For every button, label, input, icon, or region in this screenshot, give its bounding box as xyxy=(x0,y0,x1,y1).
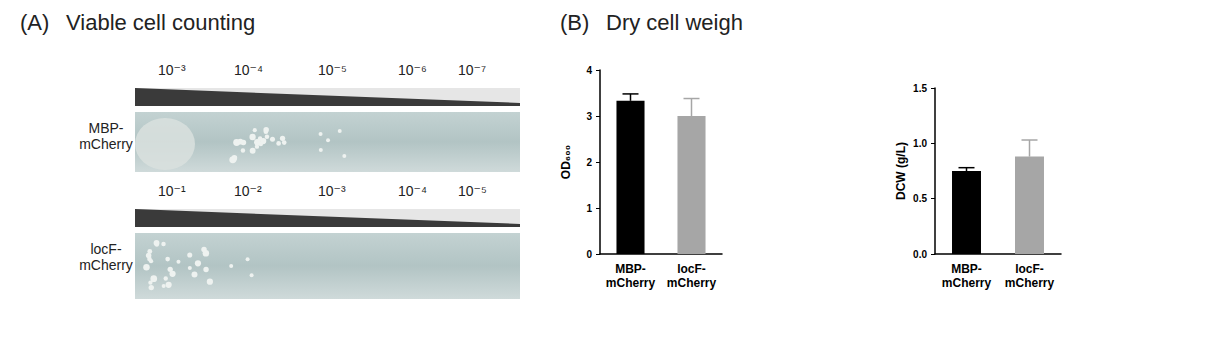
html-text:10⁻¹: 10⁻¹ xyxy=(158,183,186,199)
html-text:10⁻²: 10⁻² xyxy=(234,183,262,199)
svg-text:mCherry: mCherry xyxy=(667,276,717,290)
html-text:10⁻⁵: 10⁻⁵ xyxy=(458,183,487,199)
svg-text:1.0: 1.0 xyxy=(913,138,927,149)
html-text:10⁻⁷: 10⁻⁷ xyxy=(458,62,486,78)
svg-text:locF-: locF- xyxy=(1015,262,1044,276)
html-text:10⁻⁴: 10⁻⁴ xyxy=(234,62,263,78)
svg-text:mCherry: mCherry xyxy=(606,276,656,290)
html-text:10⁻⁵: 10⁻⁵ xyxy=(318,62,347,78)
svg-text:locF-: locF- xyxy=(677,262,706,276)
svg-text:1.5: 1.5 xyxy=(913,83,927,94)
svg-text:DCW (g/L): DCW (g/L) xyxy=(894,142,908,200)
svg-text:0.0: 0.0 xyxy=(913,249,927,260)
svg-text:1: 1 xyxy=(586,203,592,214)
html-text:locF- mCherry: locF- mCherry xyxy=(79,241,133,273)
svg-text:MBP-: MBP- xyxy=(951,262,982,276)
html-text:10⁻³: 10⁻³ xyxy=(158,62,186,78)
svg-text:MBP-: MBP- xyxy=(615,262,646,276)
svg-text:0: 0 xyxy=(586,249,592,260)
html-text:(A): (A) xyxy=(20,10,50,35)
html-text:(B): (B) xyxy=(560,10,590,35)
svg-text:mCherry: mCherry xyxy=(942,276,992,290)
svg-text:3: 3 xyxy=(586,111,592,122)
svg-text:2: 2 xyxy=(586,157,592,168)
html-text:10⁻⁴: 10⁻⁴ xyxy=(398,183,427,199)
html-text:10⁻⁶: 10⁻⁶ xyxy=(398,62,427,78)
svg-text:0.5: 0.5 xyxy=(913,193,927,204)
html-text:Dry cell weigh: Dry cell weigh xyxy=(606,10,743,35)
svg-text:mCherry: mCherry xyxy=(1005,276,1055,290)
html-text:MBP- mCherry: MBP- mCherry xyxy=(79,120,133,152)
html-text:10⁻³: 10⁻³ xyxy=(318,183,346,199)
svg-text:4: 4 xyxy=(586,65,592,76)
svg-text:OD₆₀₀: OD₆₀₀ xyxy=(559,145,573,179)
html-text:Viable cell counting: Viable cell counting xyxy=(66,10,256,35)
